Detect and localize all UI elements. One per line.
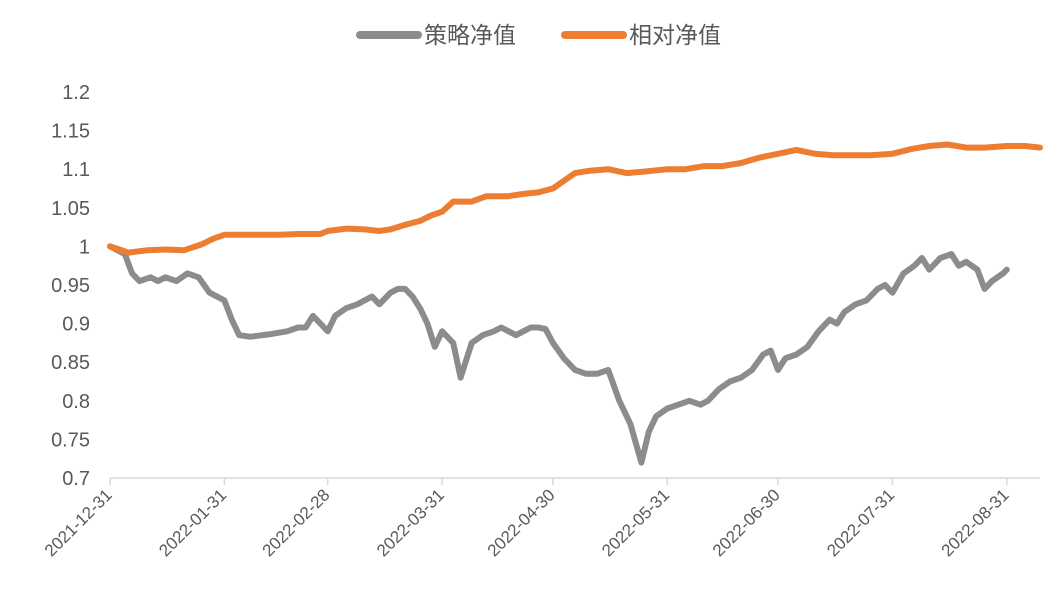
y-tick-label: 0.95: [51, 275, 90, 297]
x-tick-label: 2022-02-28: [259, 485, 334, 560]
y-tick-label: 1.15: [51, 121, 90, 143]
series-line-relative: [107, 141, 1043, 256]
y-tick-label: 1.1: [62, 159, 90, 181]
legend: 策略净值 相对净值: [356, 23, 721, 49]
y-tick-label: 1.05: [51, 198, 90, 220]
x-tick-label: 2022-05-31: [598, 485, 673, 560]
x-tick-label: 2022-01-31: [155, 485, 230, 560]
legend-label-strategy: 策略净值: [424, 23, 516, 49]
x-tick-label: 2022-03-31: [373, 485, 448, 560]
y-tick-label: 1.2: [62, 82, 90, 104]
y-tick-label: 0.7: [62, 468, 90, 490]
x-tick-label: 2022-07-31: [823, 485, 898, 560]
y-tick-label: 0.8: [62, 391, 90, 413]
series-layer: [107, 141, 1043, 466]
x-tick-label: 2022-04-30: [484, 485, 559, 560]
y-axis: 0.7 0.75 0.8 0.85 0.9 0.95 1 1.05 1.1 1.15 1.2: [51, 82, 90, 490]
y-tick-label: 0.85: [51, 352, 90, 374]
legend-label-relative: 相对净值: [629, 23, 721, 49]
y-tick-label: 1: [79, 236, 90, 258]
series-line-strategy: [107, 243, 1010, 466]
y-tick-label: 0.9: [62, 314, 90, 336]
x-tick-label: 2022-08-31: [938, 485, 1013, 560]
x-tick-label: 2021-12-31: [41, 485, 116, 560]
y-tick-label: 0.75: [51, 429, 90, 451]
x-axis: 2021-12-31 2022-01-31 2022-02-28 2022-03-31…: [41, 477, 1040, 560]
x-tick-label: 2022-06-30: [709, 485, 784, 560]
